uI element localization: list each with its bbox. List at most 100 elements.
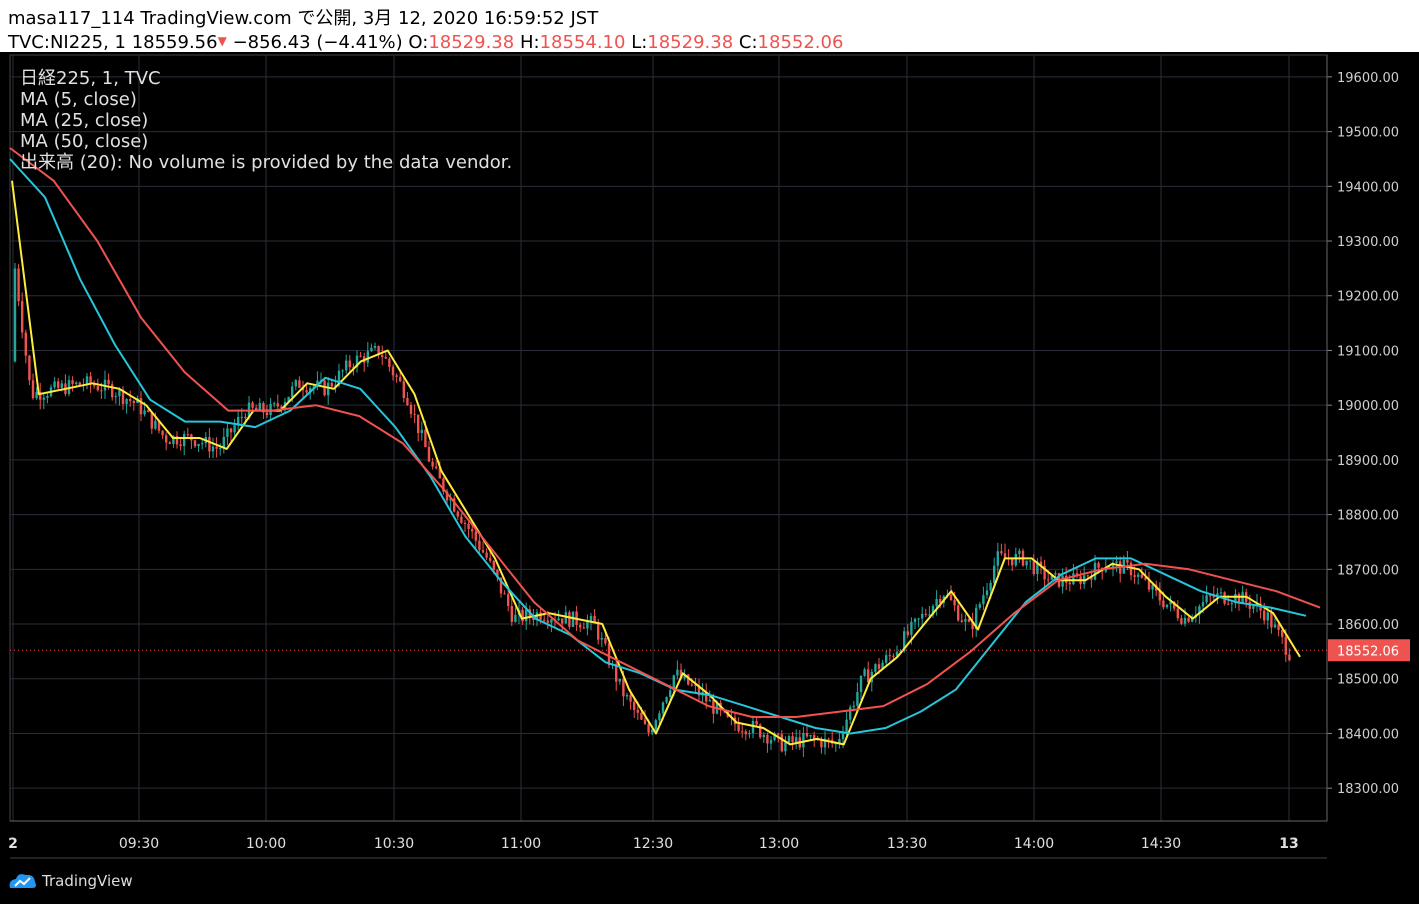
candle-body (31, 380, 35, 399)
legend-ma25[interactable]: MA (25, close) (20, 110, 149, 131)
candle-body (24, 332, 27, 356)
legend-volume[interactable]: 出来高 (20): No volume is provided by the d… (20, 152, 513, 173)
candle-body (881, 662, 884, 669)
price-chart[interactable]: 19600.00 19500.00 19400.00 19300.00 19200.00… (0, 52, 1419, 904)
candle-body (132, 401, 135, 404)
candle-body (1014, 553, 1017, 566)
candle-body (150, 412, 153, 429)
candle-body (280, 406, 283, 409)
candle-body (226, 428, 229, 437)
candle-body (917, 618, 920, 620)
candle-body (856, 692, 859, 706)
candle-body (388, 358, 391, 367)
candle-body (748, 733, 751, 735)
candle-body (597, 621, 600, 640)
candle-body (417, 414, 420, 434)
candle-body (496, 569, 499, 578)
candle-body (935, 599, 938, 607)
candle-body (1277, 624, 1280, 631)
candle-body (805, 733, 809, 737)
candle-body (39, 392, 42, 400)
candle-body (301, 387, 305, 391)
candle-body (1032, 560, 1035, 575)
candle-body (1151, 584, 1154, 590)
candle-body (773, 733, 776, 740)
candle-body (197, 443, 200, 447)
candle-body (233, 425, 236, 433)
chart-header: masa117_114 TradingView.com で公開, 3月 12, … (0, 0, 1419, 53)
candle-body (463, 522, 467, 524)
candle-body (107, 379, 110, 385)
y-tick-label: 19000.00 (1337, 399, 1399, 414)
down-arrow-icon: ▼ (217, 34, 227, 48)
candle-body (694, 684, 697, 686)
candle-body (744, 731, 747, 735)
candle-body (143, 410, 146, 415)
candle-body (1104, 568, 1107, 572)
candle-body (157, 420, 161, 431)
y-tick-label: 19600.00 (1337, 71, 1399, 86)
candle-body (975, 607, 978, 630)
candle-body (903, 631, 906, 652)
y-tick-label: 18600.00 (1337, 618, 1399, 633)
current-price-badge (1328, 639, 1410, 662)
candle-body (615, 663, 618, 682)
candle-body (46, 395, 49, 398)
candle-body (1198, 606, 1201, 615)
candle-body (1165, 604, 1169, 608)
candle-body (93, 384, 96, 387)
candle-body (337, 370, 341, 385)
candle-body (661, 702, 665, 714)
x-tick-label: 2 (8, 836, 18, 852)
candle-body (1205, 595, 1208, 603)
candle-body (1147, 579, 1151, 590)
tradingview-logo[interactable]: TradingView (8, 870, 133, 892)
candle-body (75, 382, 78, 385)
candle-body (643, 719, 647, 724)
candle-body (1036, 561, 1039, 575)
candle-body (100, 390, 103, 392)
candle-body (679, 669, 683, 679)
candle-body (539, 612, 542, 620)
candle-body (633, 701, 636, 710)
candle-body (219, 448, 222, 450)
candle-body (168, 442, 171, 444)
candle-body (1234, 593, 1237, 604)
candle-body (1050, 574, 1053, 580)
candle-body (777, 733, 780, 735)
candle-body (111, 384, 114, 398)
candle-body (647, 723, 650, 733)
low-label: L: (631, 32, 648, 53)
candle-body (474, 531, 477, 541)
candle-body (859, 675, 863, 693)
x-tick-label: 10:30 (374, 836, 414, 852)
candle-body (1227, 603, 1230, 605)
candle-body (305, 390, 308, 393)
candle-body (341, 370, 344, 372)
candle-body (1144, 577, 1147, 580)
candle-body (784, 742, 787, 752)
candle-body (276, 403, 279, 407)
legend-symbol[interactable]: 日経225, 1, TVC (20, 68, 161, 89)
candle-body (316, 380, 319, 387)
plot-area (9, 54, 1328, 822)
candle-body (240, 416, 243, 418)
candle-body (211, 446, 215, 452)
candle-body (1133, 575, 1136, 577)
legend-ma50[interactable]: MA (50, close) (20, 131, 149, 152)
candle-body (251, 402, 254, 408)
candle-body (525, 609, 528, 622)
candle-body (1281, 630, 1284, 637)
candle-body (672, 675, 675, 691)
candle-body (1047, 579, 1050, 581)
candle-body (697, 685, 701, 696)
candle-body (827, 738, 830, 740)
candle-body (1011, 559, 1014, 566)
candle-body (683, 674, 686, 679)
candle-body (406, 398, 409, 405)
candle-body (802, 733, 805, 748)
candle-body (1169, 601, 1172, 605)
candle-body (543, 619, 546, 621)
candle-body (564, 612, 567, 624)
legend-ma5[interactable]: MA (5, close) (20, 89, 137, 110)
